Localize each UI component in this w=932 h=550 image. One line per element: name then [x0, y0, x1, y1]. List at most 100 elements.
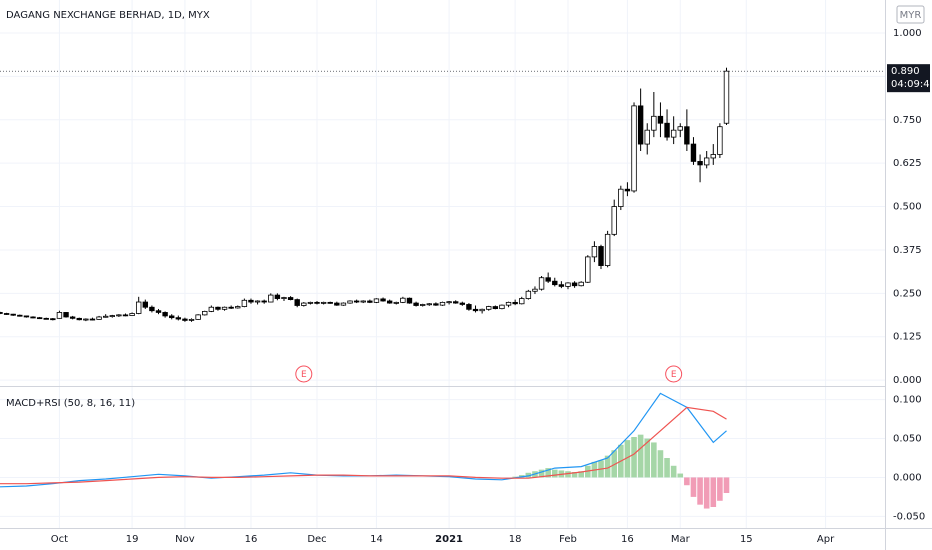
candle-body — [604, 233, 611, 266]
last-price-label: 0.890 — [891, 66, 920, 77]
candle-body — [102, 315, 109, 318]
candle-body — [386, 300, 393, 304]
y-tick-label: 0.250 — [893, 288, 922, 299]
candle-body — [697, 161, 703, 166]
histogram-bar — [710, 477, 717, 507]
histogram-bar — [703, 477, 710, 509]
candle-body — [717, 126, 723, 155]
x-tick-label: Apr — [817, 534, 835, 545]
histogram-bar — [545, 468, 551, 478]
candle-body — [129, 313, 135, 316]
candle-body — [446, 301, 452, 304]
x-tick-label: Oct — [51, 534, 68, 545]
candle-body — [281, 297, 287, 299]
candle-body — [135, 301, 142, 314]
candle-body — [505, 301, 512, 306]
y-tick-label: 0.100 — [893, 395, 922, 406]
candle-body — [287, 297, 294, 300]
candle-body — [710, 154, 716, 159]
candle-body — [3, 313, 10, 315]
x-tick-label: 18 — [509, 534, 522, 545]
last-price-box — [887, 64, 930, 93]
candle-body — [413, 302, 419, 306]
candle-body — [149, 306, 155, 312]
candle-body — [552, 280, 558, 286]
candle-body — [525, 290, 532, 299]
candle-body — [162, 312, 168, 317]
candle-body — [202, 311, 208, 316]
candle-body — [10, 313, 16, 316]
candle-body — [175, 317, 182, 320]
candle-body — [169, 315, 175, 319]
histogram-bar — [717, 477, 723, 501]
candle-body — [188, 318, 195, 321]
chart-title: DAGANG NEXCHANGE BERHAD, 1D, MYX — [6, 10, 210, 21]
candle-body — [618, 188, 624, 207]
histogram-bar — [651, 442, 657, 478]
candle-body — [155, 310, 162, 313]
candle-body — [122, 314, 129, 317]
currency[interactable]: MYR — [900, 10, 922, 21]
candle-body — [241, 299, 248, 307]
candle-body — [591, 246, 598, 258]
candle-body — [36, 317, 43, 320]
candle-body — [0, 312, 3, 314]
candle-body — [248, 299, 254, 303]
candle-body — [89, 318, 96, 321]
candle-body — [690, 143, 697, 162]
histogram-bar — [657, 450, 664, 478]
histogram-bar — [631, 437, 637, 478]
x-tick-label: Feb — [559, 534, 577, 545]
candle-body — [406, 297, 413, 304]
histogram-bar — [637, 434, 644, 478]
candle-body — [657, 115, 664, 124]
candle-body — [519, 298, 525, 305]
candle-body — [538, 277, 545, 290]
x-tick-label: 16 — [245, 534, 258, 545]
candle-body — [63, 312, 69, 318]
candle-body — [254, 300, 261, 303]
histogram-bar — [604, 455, 611, 478]
candle-body — [50, 318, 56, 321]
candle-body — [367, 300, 373, 303]
candle-body — [96, 316, 102, 320]
candle-body — [142, 301, 148, 308]
candle-body — [400, 297, 406, 303]
candle-body — [320, 301, 327, 304]
candle-body — [23, 315, 30, 318]
histogram-bar — [690, 477, 697, 497]
x-tick-label: 19 — [126, 534, 139, 545]
macd-line — [0, 406, 727, 485]
histogram-bar — [684, 477, 690, 486]
y-tick-label: 0.750 — [893, 115, 922, 126]
candle-body — [677, 126, 683, 131]
candle-body — [637, 105, 644, 145]
y-tick-label: 0.625 — [893, 158, 922, 169]
candle-body — [208, 306, 215, 312]
candle-body — [294, 299, 300, 306]
candle-body — [565, 282, 571, 287]
candle-body — [307, 301, 314, 304]
candle-body — [56, 312, 63, 319]
currency-box[interactable] — [896, 5, 925, 24]
candle-body — [182, 318, 188, 321]
candle-body — [43, 317, 49, 320]
candle-body — [684, 126, 690, 145]
y-tick-label: 0.125 — [893, 332, 922, 343]
earnings-label: E — [671, 370, 677, 380]
candle-body — [571, 282, 578, 287]
candle-body — [631, 105, 637, 192]
y-tick-label: 1.000 — [893, 28, 922, 39]
candle-body — [327, 301, 333, 304]
candle-body — [380, 298, 386, 302]
x-tick-label: 14 — [370, 534, 383, 545]
candle-body — [439, 301, 446, 306]
candle-body — [670, 129, 677, 138]
candle-body — [360, 300, 366, 303]
candle-body — [353, 300, 360, 303]
histogram-bar — [677, 473, 684, 478]
candle-body — [512, 301, 518, 305]
y-tick-label: 0.050 — [893, 434, 922, 445]
candle-body — [624, 188, 631, 192]
